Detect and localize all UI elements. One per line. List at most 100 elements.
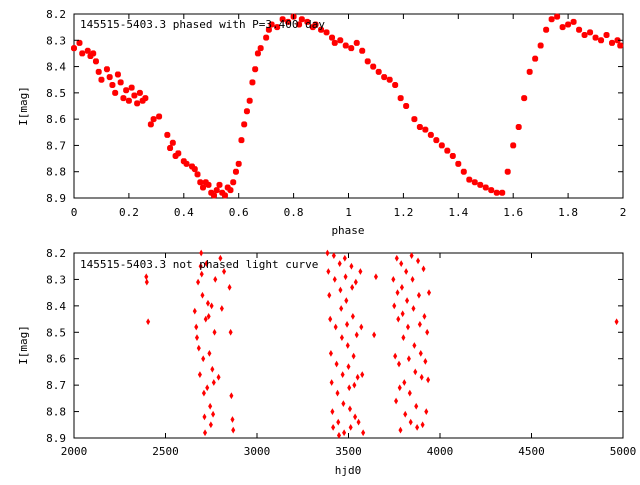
phased-data-point: [243, 108, 250, 115]
unphased-x-axis-label: hjd0: [335, 464, 362, 477]
phased-data-point: [359, 47, 366, 54]
phased-data-point: [112, 89, 119, 96]
unphased-data-point: [350, 313, 355, 320]
phased-data-point: [194, 171, 201, 178]
unphased-data-point: [207, 350, 212, 357]
phased-data-point: [150, 116, 157, 123]
unphased-x-tick-label: 4500: [518, 445, 545, 458]
unphased-data-point: [144, 273, 149, 281]
phased-data-point: [216, 181, 223, 188]
unphased-data-point: [196, 344, 201, 352]
phased-data-point: [603, 32, 610, 39]
phased-data-point: [92, 58, 99, 65]
unphased-data-point: [416, 257, 421, 265]
phased-data-point: [103, 66, 110, 73]
phased-data-point: [416, 124, 423, 131]
phased-data-point: [84, 47, 91, 54]
unphased-data-point: [203, 315, 208, 323]
unphased-data-point: [408, 418, 413, 426]
unphased-data-point: [354, 331, 359, 339]
phased-data-point: [123, 87, 130, 94]
phased-data-point: [213, 187, 220, 194]
phased-data-point: [617, 42, 624, 49]
phased-data-point: [224, 184, 231, 191]
phased-x-ticks: 0 0.2 0.4 0.6 0.8 1 1.2 1.4 1.6 1.8 2: [71, 14, 627, 219]
phased-data-point: [241, 121, 248, 128]
unphased-data-point: [346, 363, 351, 371]
phased-data-point: [70, 45, 78, 52]
unphased-data-point: [326, 268, 331, 275]
unphased-data-point: [194, 323, 199, 331]
phased-x-tick-label: 0.4: [174, 206, 194, 219]
phased-data-point: [221, 192, 229, 199]
unphased-data-point: [218, 254, 223, 262]
phased-data-point: [189, 163, 196, 170]
unphased-data-point: [211, 379, 216, 386]
phased-data-point: [197, 179, 204, 186]
unphased-data-point: [344, 297, 349, 304]
unphased-data-point: [213, 276, 218, 283]
phased-data-point: [548, 16, 555, 23]
unphased-light-curve-panel: 2000 2500 3000 3500 4000 4500 5000 8.28.38.48.…: [17, 247, 636, 477]
phased-y-tick-label: 8.6: [46, 113, 66, 126]
unphased-data-point: [349, 262, 354, 270]
unphased-y-tick-label: 8.5: [46, 326, 66, 339]
phased-data-point: [208, 189, 215, 196]
phased-data-point: [156, 113, 163, 120]
phased-data-point: [329, 34, 336, 41]
phased-data-point: [109, 81, 116, 88]
unphased-data-point: [199, 270, 204, 278]
phased-data-point: [147, 121, 154, 128]
phased-data-point: [614, 37, 621, 44]
phased-data-point: [274, 24, 281, 31]
unphased-data-point: [416, 291, 421, 299]
phased-data-point: [120, 95, 127, 102]
phased-data-point: [521, 95, 528, 102]
unphased-x-tick-label: 2500: [152, 445, 179, 458]
phased-data-point: [95, 68, 102, 75]
unphased-data-point: [406, 355, 411, 363]
unphased-data-point: [350, 283, 355, 291]
phased-y-tick-label: 8.9: [46, 192, 66, 205]
phased-plot-title: 145515-5403.3 phased with P=3.400 day: [80, 18, 325, 31]
phased-y-tick-label: 8.4: [46, 61, 66, 74]
phased-data-point: [76, 39, 83, 46]
unphased-data-point: [347, 405, 352, 413]
unphased-data-point: [411, 305, 416, 312]
phased-data-point: [438, 142, 445, 149]
phased-data-point: [142, 95, 149, 102]
phased-data-point: [598, 37, 605, 44]
phased-data-point: [202, 179, 209, 186]
phased-data-point: [183, 160, 190, 167]
phased-data-point: [304, 18, 311, 25]
phased-data-point: [175, 150, 182, 157]
unphased-data-point: [327, 291, 332, 299]
unphased-data-point: [203, 429, 208, 437]
phased-data-point: [131, 92, 138, 99]
unphased-data-point: [228, 328, 233, 336]
phased-data-point: [134, 100, 141, 107]
phased-data-point: [279, 16, 286, 23]
unphased-data-point: [337, 260, 342, 267]
phased-data-point: [581, 32, 588, 39]
unphased-data-point: [348, 424, 353, 431]
phased-data-point: [515, 124, 522, 131]
unphased-y-tick-label: 8.9: [46, 432, 66, 445]
unphased-data-point: [208, 421, 213, 429]
unphased-data-point: [331, 424, 336, 431]
unphased-data-point: [209, 302, 214, 310]
unphased-data-point: [351, 352, 356, 360]
unphased-x-tick-label: 3500: [335, 445, 362, 458]
phased-data-point: [433, 137, 440, 144]
phased-data-point: [504, 168, 511, 175]
unphased-data-point: [230, 416, 235, 423]
unphased-data-point: [403, 410, 408, 418]
unphased-data-point: [402, 379, 407, 386]
phased-x-tick-label: 2: [620, 206, 627, 219]
phased-data-point: [460, 168, 467, 175]
unphased-data-point: [339, 334, 344, 341]
unphased-data-point: [208, 402, 213, 410]
phased-data-point: [191, 166, 198, 173]
phased-data-point: [403, 102, 410, 110]
